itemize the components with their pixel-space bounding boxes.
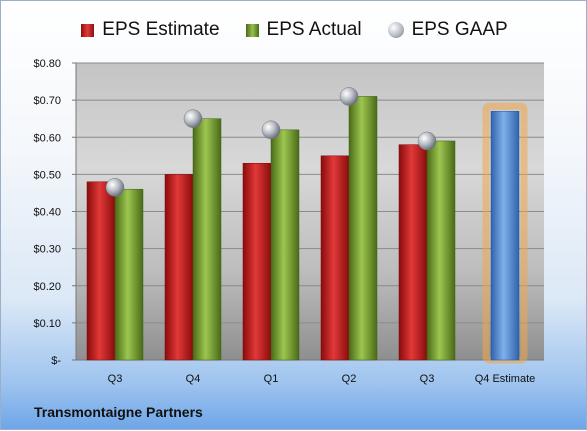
y-tick-label: $0.80 xyxy=(33,58,61,70)
point-eps-gaap xyxy=(339,87,359,106)
bar-eps-estimate xyxy=(164,174,194,361)
legend-item-actual: EPS Actual xyxy=(245,19,362,41)
legend-swatch-actual xyxy=(245,23,259,37)
x-tick-label: Q4 Estimate xyxy=(475,373,536,385)
y-tick-label: $0.10 xyxy=(33,318,61,330)
legend-label-estimate: EPS Estimate xyxy=(102,19,220,40)
bar-eps-actual xyxy=(114,188,144,361)
y-tick-label: $0.30 xyxy=(33,244,61,256)
bar-eps-estimate xyxy=(86,181,116,361)
legend: EPS Estimate EPS Actual EPS GAAP xyxy=(1,15,587,45)
bar-eps-forecast xyxy=(490,111,520,361)
legend-label-actual: EPS Actual xyxy=(266,19,362,40)
y-tick-label: $- xyxy=(51,355,61,367)
legend-item-gaap: EPS GAAP xyxy=(387,19,508,41)
y-tick-label: $0.40 xyxy=(33,207,61,219)
y-tick-label: $0.20 xyxy=(33,281,61,293)
x-tick-label: Q4 xyxy=(186,373,201,385)
y-tick-label: $0.70 xyxy=(33,95,61,107)
bar-eps-actual xyxy=(426,140,456,361)
x-tick-label: Q3 xyxy=(108,373,123,385)
point-eps-gaap xyxy=(417,131,437,151)
legend-swatch-gaap xyxy=(387,22,404,38)
bar-eps-actual xyxy=(192,118,222,361)
bar-eps-estimate xyxy=(398,144,428,361)
point-eps-gaap xyxy=(105,178,125,197)
y-tick-label: $0.50 xyxy=(33,169,61,181)
bar-eps-actual xyxy=(348,96,378,361)
bar-eps-actual xyxy=(270,129,300,361)
company-name: Transmontaigne Partners xyxy=(34,404,203,420)
bar-eps-estimate xyxy=(320,155,350,361)
x-tick-label: Q1 xyxy=(264,373,279,385)
point-eps-gaap xyxy=(261,120,281,140)
x-tick-label: Q2 xyxy=(342,373,357,385)
x-tick-label: Q3 xyxy=(420,373,435,385)
point-eps-gaap xyxy=(183,109,203,128)
legend-item-estimate: EPS Estimate xyxy=(81,19,220,41)
legend-label-gaap: EPS GAAP xyxy=(411,19,508,40)
y-tick-label: $0.60 xyxy=(33,132,61,144)
bar-eps-estimate xyxy=(242,162,272,361)
legend-swatch-estimate xyxy=(81,23,95,37)
